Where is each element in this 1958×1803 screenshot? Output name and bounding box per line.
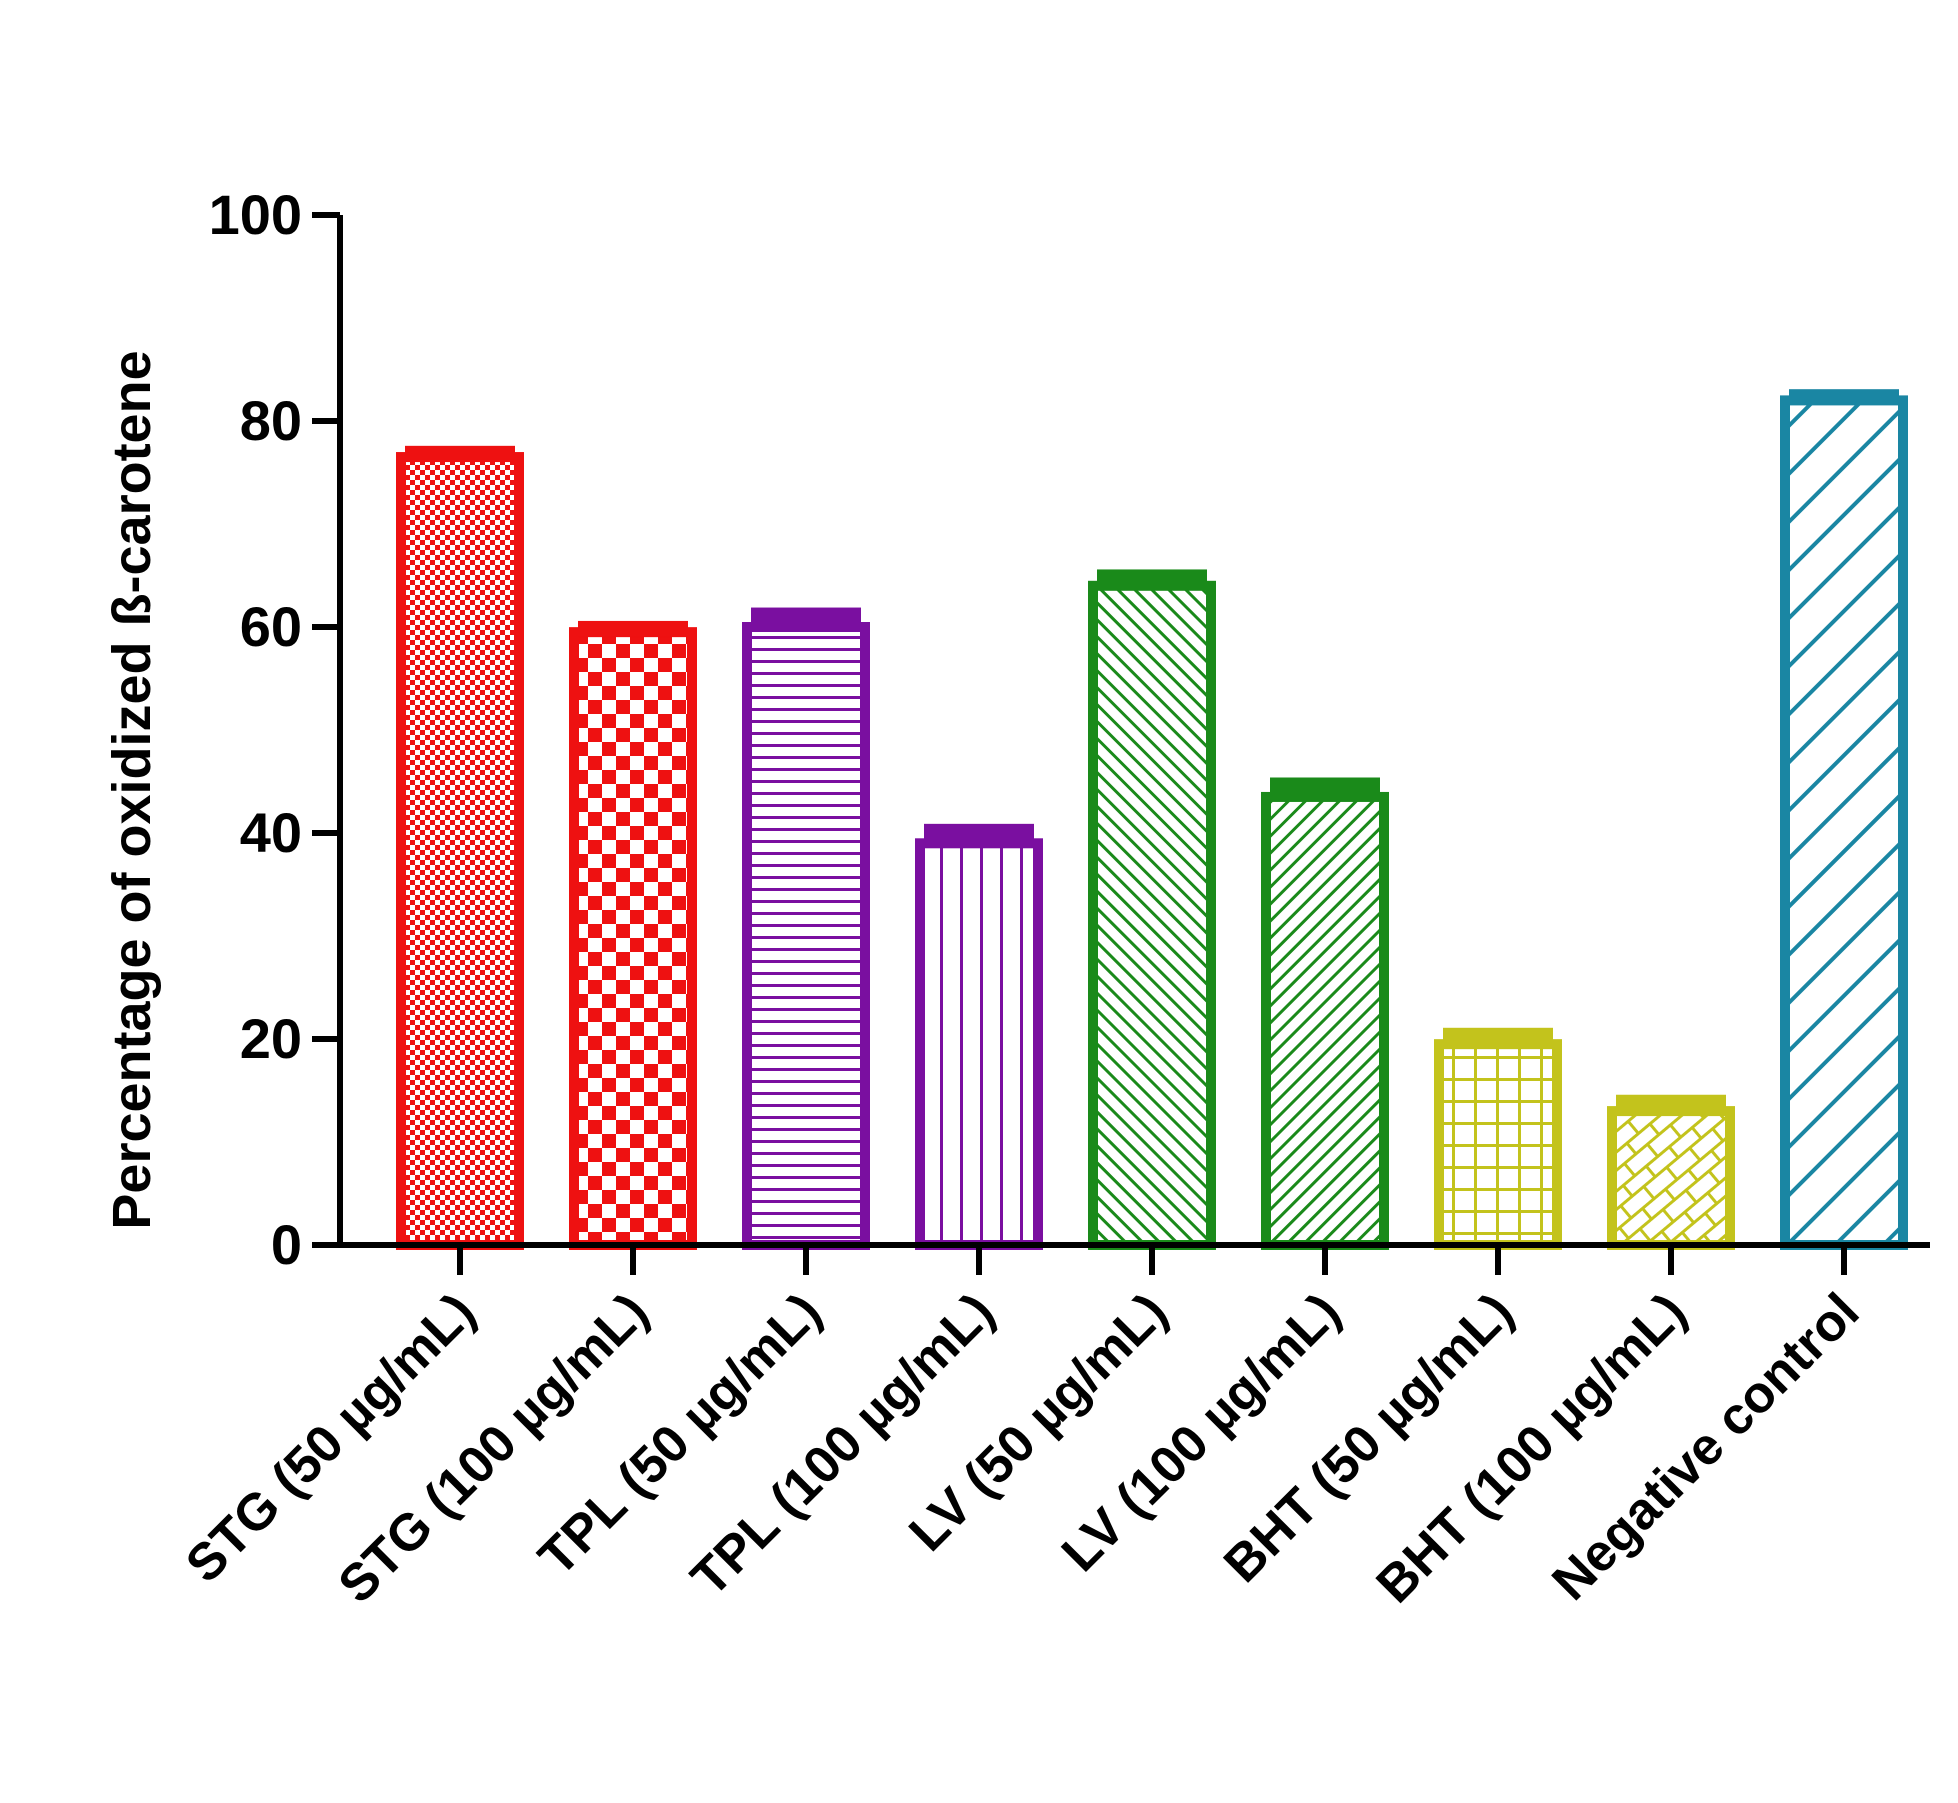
bar-1: [396, 452, 524, 1250]
bar-2: [569, 627, 697, 1250]
bar-5: [1088, 580, 1216, 1250]
x-tick-label-4: TPL (100 µg/mL): [680, 1282, 1005, 1607]
y-tick-label-100: 100: [209, 183, 302, 246]
bar-7: [1434, 1039, 1562, 1251]
bar-9: [1780, 395, 1908, 1250]
x-tick-label-9: Negative control: [1541, 1282, 1870, 1611]
bar-4: [915, 838, 1043, 1250]
error-bars-group: [405, 389, 1899, 1116]
y-tick-label-0: 0: [271, 1213, 302, 1276]
y-tick-label-60: 60: [240, 595, 302, 658]
y-tick-label-80: 80: [240, 389, 302, 452]
error-bar-3: [751, 607, 861, 631]
x-tick-label-8: BHT (100 µg/mL): [1366, 1282, 1698, 1614]
bar-3: [742, 622, 870, 1250]
y-tick-label-20: 20: [240, 1007, 302, 1070]
y-tick-label-40: 40: [240, 801, 302, 864]
error-bar-8: [1616, 1094, 1726, 1116]
error-bar-7: [1443, 1027, 1553, 1049]
x-tick-label-7: BHT (50 µg/mL): [1213, 1282, 1524, 1593]
x-axis: STG (50 µg/mL)STG (100 µg/mL)TPL (50 µg/…: [175, 1242, 1930, 1614]
error-bar-4: [924, 823, 1034, 848]
y-axis: 0 20 40 60 80 100: [209, 183, 343, 1276]
bar-8: [1607, 1106, 1735, 1250]
error-bar-6: [1270, 777, 1380, 801]
y-axis-title: Percentage of oxidized ß-carotene: [102, 350, 162, 1229]
error-bar-9: [1789, 389, 1899, 405]
x-tick-label-1: STG (50 µg/mL): [175, 1282, 486, 1593]
bar-6: [1261, 791, 1389, 1250]
error-bar-1: [405, 445, 515, 462]
error-bar-2: [578, 620, 688, 637]
bars-group: [396, 395, 1908, 1251]
error-bar-5: [1097, 569, 1207, 590]
x-tick-label-2: STG (100 µg/mL): [328, 1282, 660, 1614]
